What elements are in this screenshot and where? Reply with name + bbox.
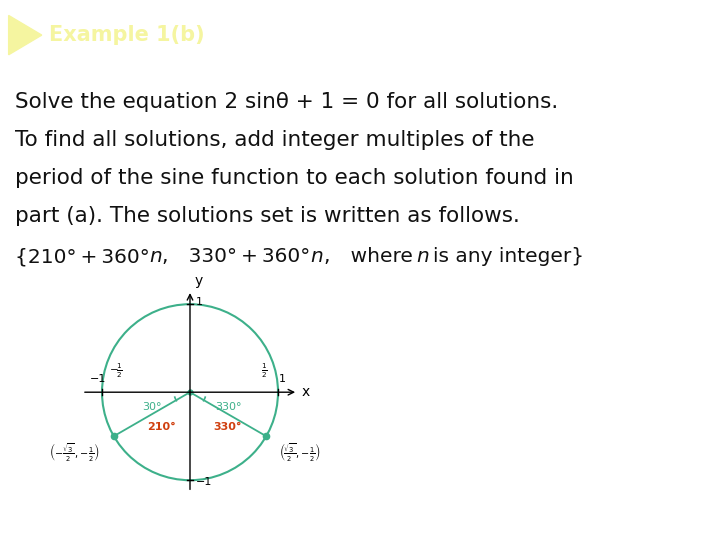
Text: BY LINEAR METHODS: BY LINEAR METHODS [216, 42, 438, 60]
Text: $\!\left(\!-\!\frac{\sqrt{3}}{2},\!-\!\frac{1}{2}\right)$: $\!\left(\!-\!\frac{\sqrt{3}}{2},\!-\!\f… [50, 441, 100, 463]
Text: 1: 1 [279, 374, 286, 384]
Text: 210°: 210° [148, 422, 176, 432]
Text: , 330° + 360°: , 330° + 360° [163, 247, 311, 266]
Text: SOLVING A TRIGONOMETRIC EQUATION: SOLVING A TRIGONOMETRIC EQUATION [216, 10, 626, 29]
Text: ALWAYS LEARNING: ALWAYS LEARNING [14, 516, 117, 526]
Polygon shape [9, 16, 42, 55]
Text: $-\!\frac{1}{2}$: $-\!\frac{1}{2}$ [109, 362, 122, 380]
Text: Solve the equation 2 sinθ + 1 = 0 for all solutions.: Solve the equation 2 sinθ + 1 = 0 for al… [15, 92, 558, 112]
Text: Example 1(b): Example 1(b) [49, 25, 204, 45]
Text: Copyright © 2013, 2009, 2005 Pearson Education, Inc.: Copyright © 2013, 2009, 2005 Pearson Edu… [217, 516, 503, 526]
Text: 5: 5 [702, 512, 713, 530]
Text: x: x [302, 385, 310, 399]
Text: To find all solutions, add integer multiples of the: To find all solutions, add integer multi… [15, 130, 534, 150]
Text: n: n [416, 247, 429, 266]
Text: −1: −1 [196, 477, 212, 487]
Text: 30°: 30° [143, 402, 162, 412]
Text: n: n [150, 247, 163, 266]
Text: y: y [195, 274, 203, 288]
Text: PEARSON: PEARSON [590, 512, 687, 530]
Text: period of the sine function to each solution found in: period of the sine function to each solu… [15, 168, 574, 188]
Text: {210° + 360°: {210° + 360° [15, 247, 150, 266]
Text: 1: 1 [196, 297, 203, 307]
Text: −1: −1 [90, 374, 106, 384]
Text: $\frac{1}{2}$: $\frac{1}{2}$ [261, 362, 268, 380]
Text: is any integer}: is any integer} [429, 247, 584, 266]
Text: 330°: 330° [214, 422, 242, 432]
Text: $\!\left(\frac{\sqrt{3}}{2},\!-\!\frac{1}{2}\right)$: $\!\left(\frac{\sqrt{3}}{2},\!-\!\frac{1… [280, 441, 321, 463]
Text: part (a). The solutions set is written as follows.: part (a). The solutions set is written a… [15, 206, 520, 226]
Text: 330°: 330° [215, 402, 241, 412]
Text: , where: , where [323, 247, 416, 266]
Text: n: n [311, 247, 323, 266]
